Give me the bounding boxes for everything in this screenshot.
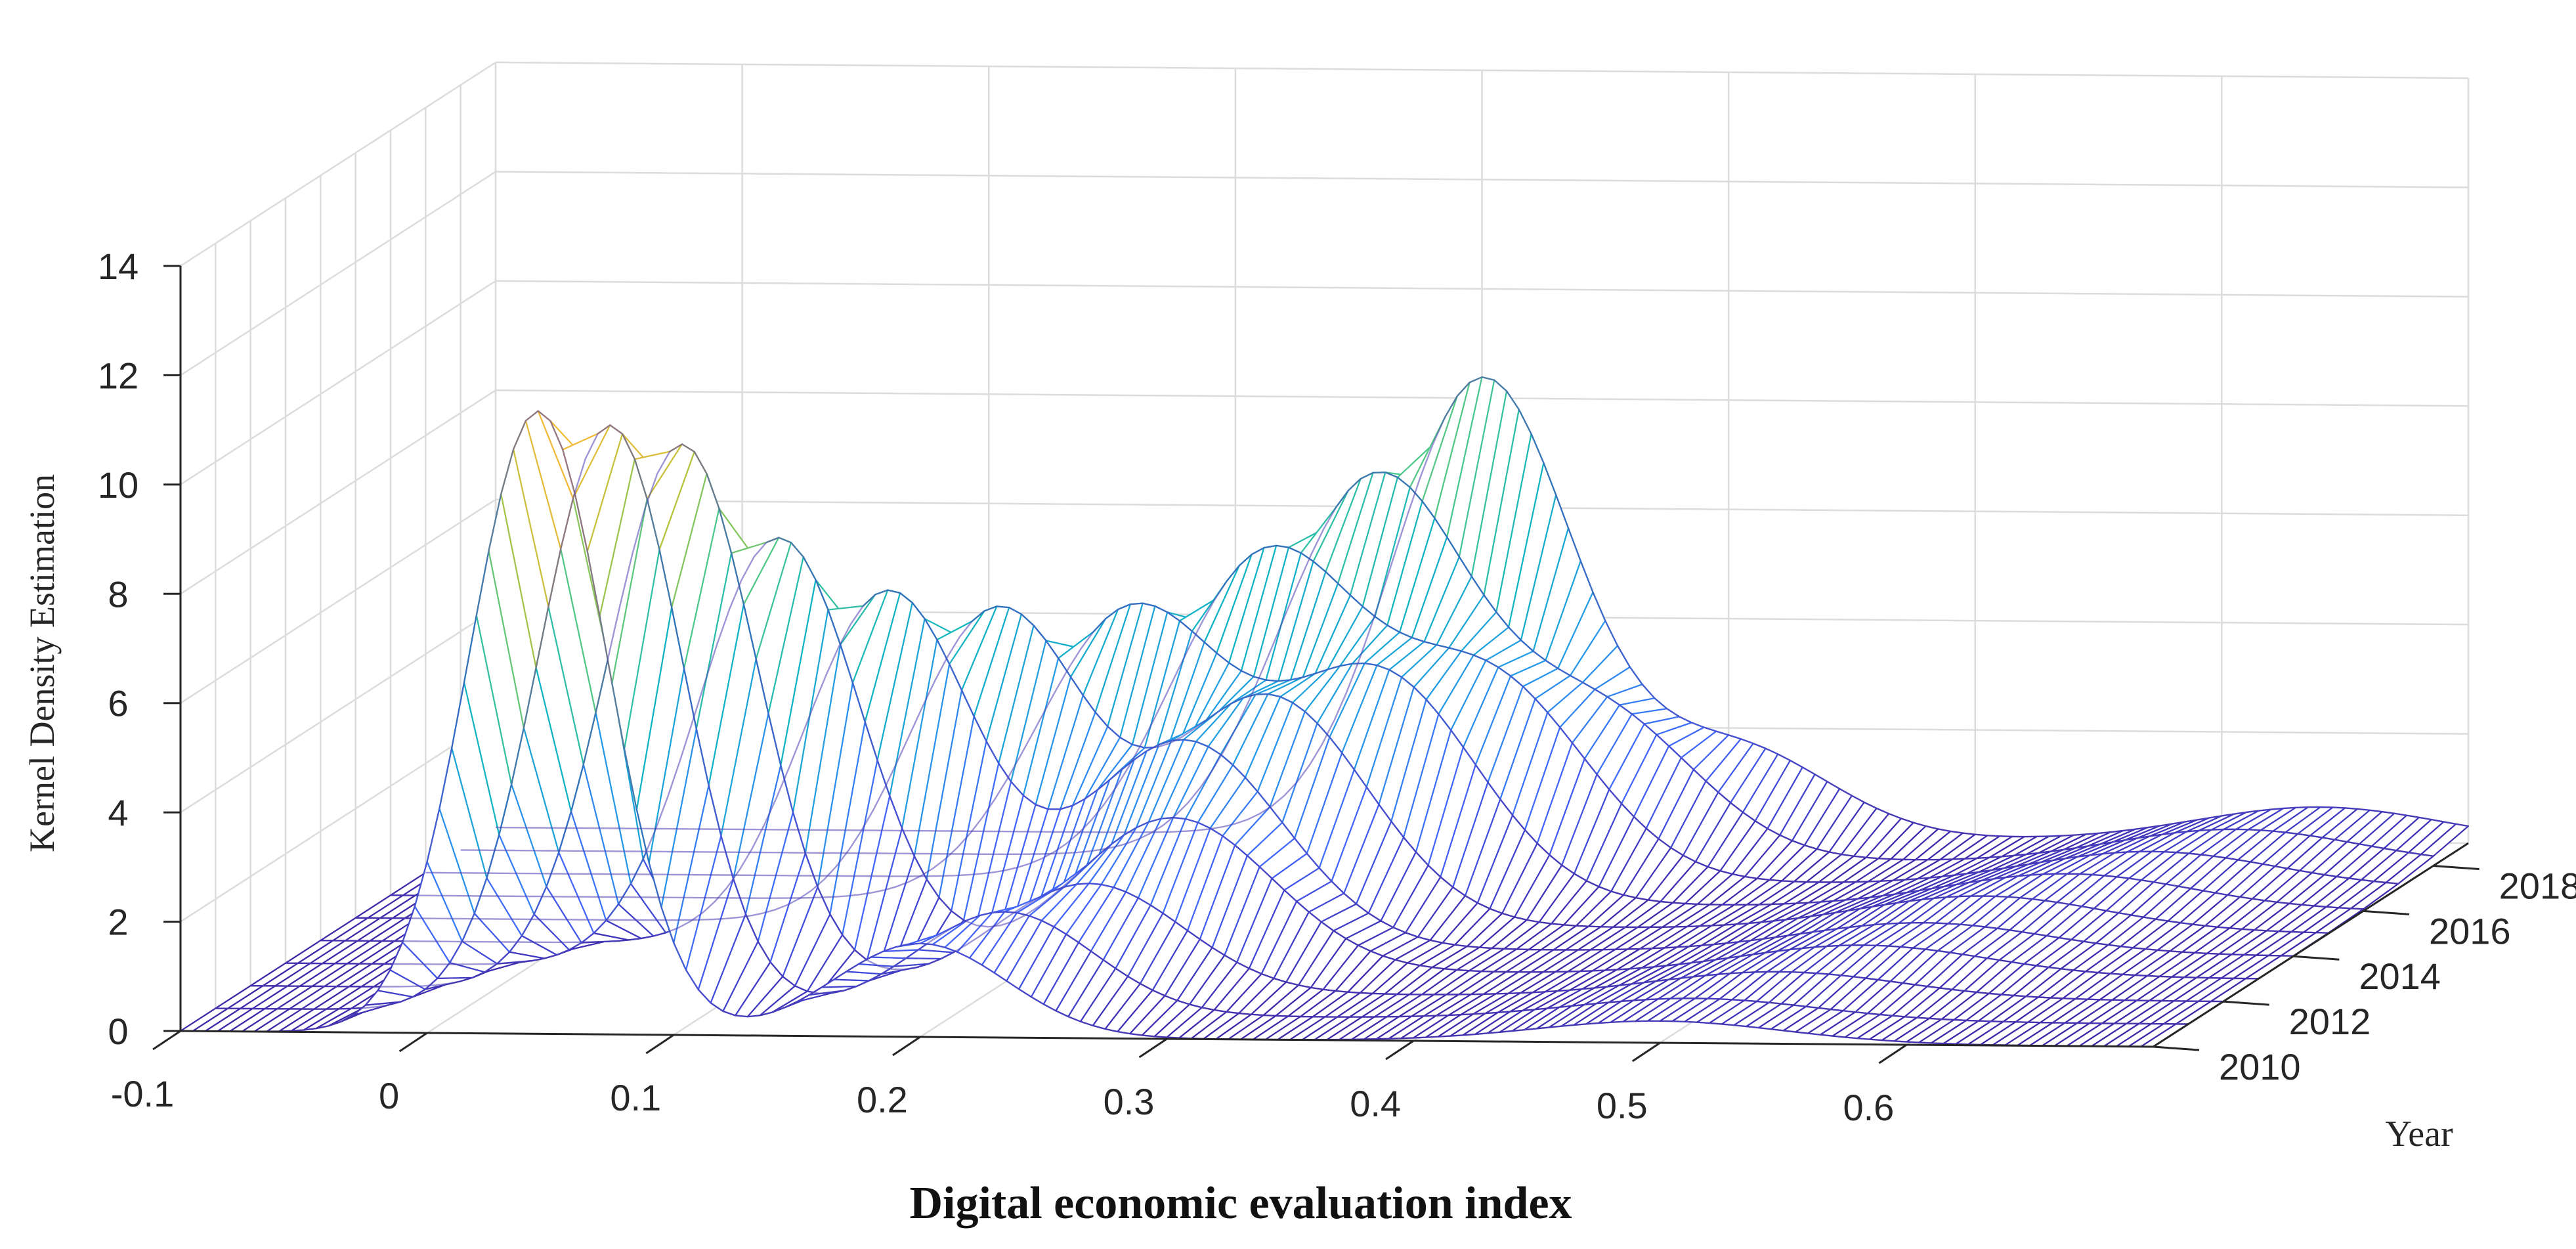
side-wall-gridline — [180, 171, 496, 376]
z-tick-label: 0 — [108, 1011, 128, 1052]
x-tick-mark — [152, 1030, 181, 1051]
y-tick-label: 2010 — [2219, 1046, 2301, 1087]
x-tick-mark — [398, 1032, 428, 1053]
y-tick-mark — [2363, 909, 2410, 915]
z-tick-label: 10 — [98, 464, 139, 506]
y-tick-label: 2016 — [2429, 910, 2511, 952]
z-tick-label: 14 — [98, 246, 139, 287]
side-wall-gridline — [180, 280, 496, 485]
x-tick-mark — [1138, 1038, 1168, 1059]
x-tick-mark — [645, 1034, 675, 1055]
y-tick-mark — [2293, 955, 2340, 961]
x-tick-label: 0.4 — [1350, 1083, 1401, 1124]
z-tick-label: 4 — [108, 792, 128, 833]
y-tick-label: 2018 — [2499, 865, 2576, 906]
z-tick-label: 2 — [108, 902, 128, 943]
z-tick-label: 12 — [98, 355, 139, 396]
x-tick-label: 0.5 — [1597, 1085, 1648, 1126]
density-curve-2015 — [355, 605, 2329, 934]
x-tick-label: 0.2 — [857, 1079, 908, 1120]
y-tick-mark — [2223, 1000, 2269, 1006]
side-wall-gridline — [180, 608, 496, 814]
z-tick-label: 8 — [108, 573, 128, 615]
x-tick-mark — [1878, 1043, 1908, 1064]
side-wall-gridline — [180, 61, 496, 267]
x-tick-label: 0.6 — [1843, 1087, 1894, 1128]
density-curve-2017 — [425, 544, 2399, 885]
tick-labels: -0.1 0 0.1 0.2 0.3 0.4 0.5 0.620102012201420162… — [98, 246, 2576, 1128]
y-tick-mark — [2153, 1045, 2200, 1051]
x-tick-mark — [1631, 1041, 1661, 1063]
y-axis-line — [2153, 842, 2469, 1048]
density-curve-2019 — [495, 376, 2469, 838]
z-tick-label: 6 — [108, 683, 128, 724]
x-tick-mark — [892, 1036, 921, 1057]
x-tick-label: 0.1 — [610, 1077, 661, 1118]
density-curve-2016 — [390, 602, 2364, 910]
density-curve-2018 — [460, 471, 2434, 861]
y-tick-mark — [2433, 864, 2479, 870]
side-wall-gridline — [180, 498, 496, 704]
density-curve-2014 — [320, 589, 2294, 957]
x-tick-mark — [1385, 1040, 1414, 1061]
density-curve-2013 — [285, 537, 2259, 980]
z-axis-label: Kernel Density Estimation — [22, 474, 62, 852]
x-tick-label: -0.1 — [111, 1073, 175, 1114]
y-tick-label: 2014 — [2359, 955, 2441, 997]
y-tick-label: 2012 — [2289, 1001, 2371, 1042]
y-axis-label: Year — [2385, 1114, 2453, 1154]
density-curve-2010 — [180, 410, 2154, 1048]
x-axis-label: Digital economic evaluation index — [909, 1178, 1572, 1229]
density-curve-2011 — [215, 424, 2189, 1025]
x-tick-label: 0.3 — [1104, 1081, 1155, 1122]
side-wall-gridline — [180, 389, 496, 595]
side-wall-gridline — [180, 717, 496, 923]
x-tick-label: 0 — [379, 1075, 399, 1116]
density-surface — [179, 376, 2470, 1048]
density-curve-2012 — [250, 443, 2223, 1003]
